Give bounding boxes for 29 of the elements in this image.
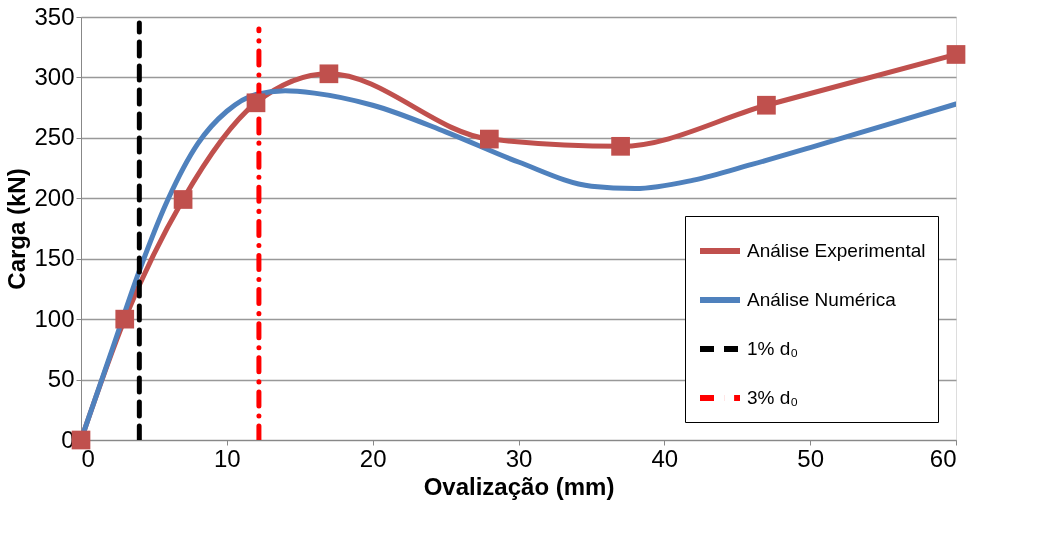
legend-label: Análise Numérica bbox=[747, 289, 897, 310]
y-tick-label: 250 bbox=[34, 123, 75, 151]
point bbox=[611, 136, 630, 156]
legend-label: 3% d₀ bbox=[747, 387, 799, 408]
x-tick-label: 20 bbox=[359, 444, 387, 472]
y-axis-title: Carga (kN) bbox=[3, 168, 31, 290]
y-tick-label: 100 bbox=[34, 304, 75, 332]
legend-label: Análise Experimental bbox=[747, 240, 926, 261]
x-tick-label: 60 bbox=[929, 444, 957, 472]
x-axis-title: Ovalização (mm) bbox=[423, 472, 615, 500]
y-tick-label: 200 bbox=[34, 183, 75, 211]
y-tick-label: 350 bbox=[34, 2, 75, 30]
point bbox=[246, 93, 266, 113]
y-tick-label: 300 bbox=[34, 62, 75, 90]
legend-label: 1% d₀ bbox=[747, 338, 799, 359]
x-tick-label: 0 bbox=[81, 444, 95, 472]
x-tick-label: 50 bbox=[797, 444, 825, 472]
x-tick-label: 40 bbox=[651, 444, 679, 472]
point bbox=[757, 95, 776, 115]
point bbox=[946, 45, 966, 64]
point bbox=[115, 309, 135, 329]
y-tick-label: 150 bbox=[34, 244, 75, 272]
x-tick-label: 10 bbox=[213, 444, 241, 472]
point bbox=[71, 430, 91, 450]
point bbox=[319, 64, 339, 84]
x-tick-label: 30 bbox=[505, 444, 533, 472]
point bbox=[173, 190, 193, 209]
point bbox=[479, 129, 499, 149]
y-tick-label: 50 bbox=[47, 365, 75, 393]
